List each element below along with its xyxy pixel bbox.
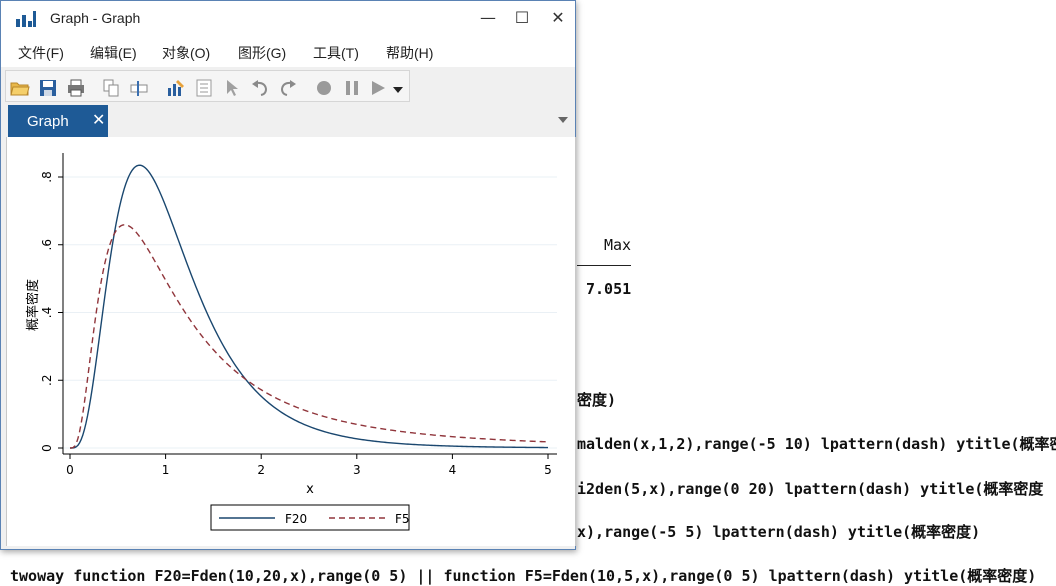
legend-label: F5 [395,512,410,526]
tab-list-chevron-down-icon[interactable] [558,117,568,123]
y-axis-label: 概率密度 [25,279,41,331]
pause-icon[interactable] [342,78,362,98]
series-lines [69,164,549,449]
rename-icon[interactable] [129,78,149,98]
x-tick-label: 5 [544,463,552,477]
tab-label: Graph [27,113,69,130]
maximize-button[interactable]: ☐ [514,8,530,27]
graph-canvas: 0 1 2 3 4 5 0 .2 .4 .6 .8 x 概率密度 F20 F5 [6,137,576,546]
redo-icon[interactable] [278,78,298,98]
graph-app-icon [16,11,36,27]
save-icon[interactable] [38,78,58,98]
open-folder-icon[interactable] [10,78,30,98]
series-line-f5 [69,224,549,449]
menu-edit[interactable]: 编辑(E) [90,45,137,61]
pointer-icon[interactable] [222,78,242,98]
table-rule [577,265,631,266]
y-tick-label: .4 [40,307,54,318]
graph-editor-icon[interactable] [166,78,186,98]
x-tick-label: 2 [257,463,265,477]
dropdown-icon[interactable] [392,83,404,95]
menu-object[interactable]: 对象(O) [162,45,211,61]
close-button[interactable]: ✕ [551,8,565,27]
graph-window: Graph - Graph — ☐ ✕ 文件(F) 编辑(E) 对象(O) 图形… [0,0,576,550]
legend: F20 F5 [210,504,410,531]
legend-label: F20 [285,512,307,526]
y-ticks: 0 .2 .4 .6 .8 [40,171,63,452]
title-bar[interactable]: Graph - Graph — ☐ ✕ [1,1,575,35]
plot-region [63,153,557,454]
print-icon[interactable] [66,78,86,98]
y-tick-label: .6 [40,239,54,250]
tab-close-icon[interactable]: ✕ [92,110,106,129]
record-icon[interactable] [314,78,334,98]
menu-graph[interactable]: 图形(G) [238,45,287,61]
y-tick-label: 0 [40,444,54,452]
minimize-button[interactable]: — [480,8,496,27]
series-line-f20 [69,164,549,449]
y-tick-label: .8 [40,171,54,182]
x-tick-label: 3 [353,463,361,477]
window-title: Graph - Graph [50,10,141,26]
density-chart: 0 1 2 3 4 5 0 .2 .4 .6 .8 x 概率密度 F20 F5 [7,137,575,546]
x-tick-label: 4 [449,463,457,477]
play-icon[interactable] [368,78,388,98]
x-axis-label: x [306,482,314,497]
command-line: malden(x,1,2),range(-5 10) lpattern(dash… [577,435,1056,453]
properties-icon[interactable] [194,78,214,98]
tab-strip: Graph ✕ [1,105,575,137]
grid-lines [63,176,557,449]
max-value: 7.051 [586,280,632,298]
menu-tools[interactable]: 工具(T) [313,45,359,61]
tab-graph[interactable]: Graph ✕ [8,105,108,137]
undo-icon[interactable] [250,78,270,98]
copy-icon[interactable] [101,78,121,98]
x-ticks: 0 1 2 3 4 5 [66,454,552,477]
x-tick-label: 0 [66,463,74,477]
toolbar-group [5,70,410,102]
menu-bar: 文件(F) 编辑(E) 对象(O) 图形(G) 工具(T) 帮助(H) [1,35,575,67]
x-tick-label: 1 [162,463,170,477]
command-line: i2den(5,x),range(0 20) lpattern(dash) yt… [577,480,1044,498]
menu-help[interactable]: 帮助(H) [386,45,434,61]
y-tick-label: .2 [40,375,54,386]
toolbar [1,68,575,104]
column-header-max: Max [604,236,632,254]
command-line: x),range(-5 5) lpattern(dash) ytitle(概率密… [577,523,981,541]
command-line: twoway function F20=Fden(10,20,x),range(… [10,567,1037,585]
menu-file[interactable]: 文件(F) [18,45,64,61]
command-line: 密度) [577,391,617,409]
axes [62,153,557,455]
